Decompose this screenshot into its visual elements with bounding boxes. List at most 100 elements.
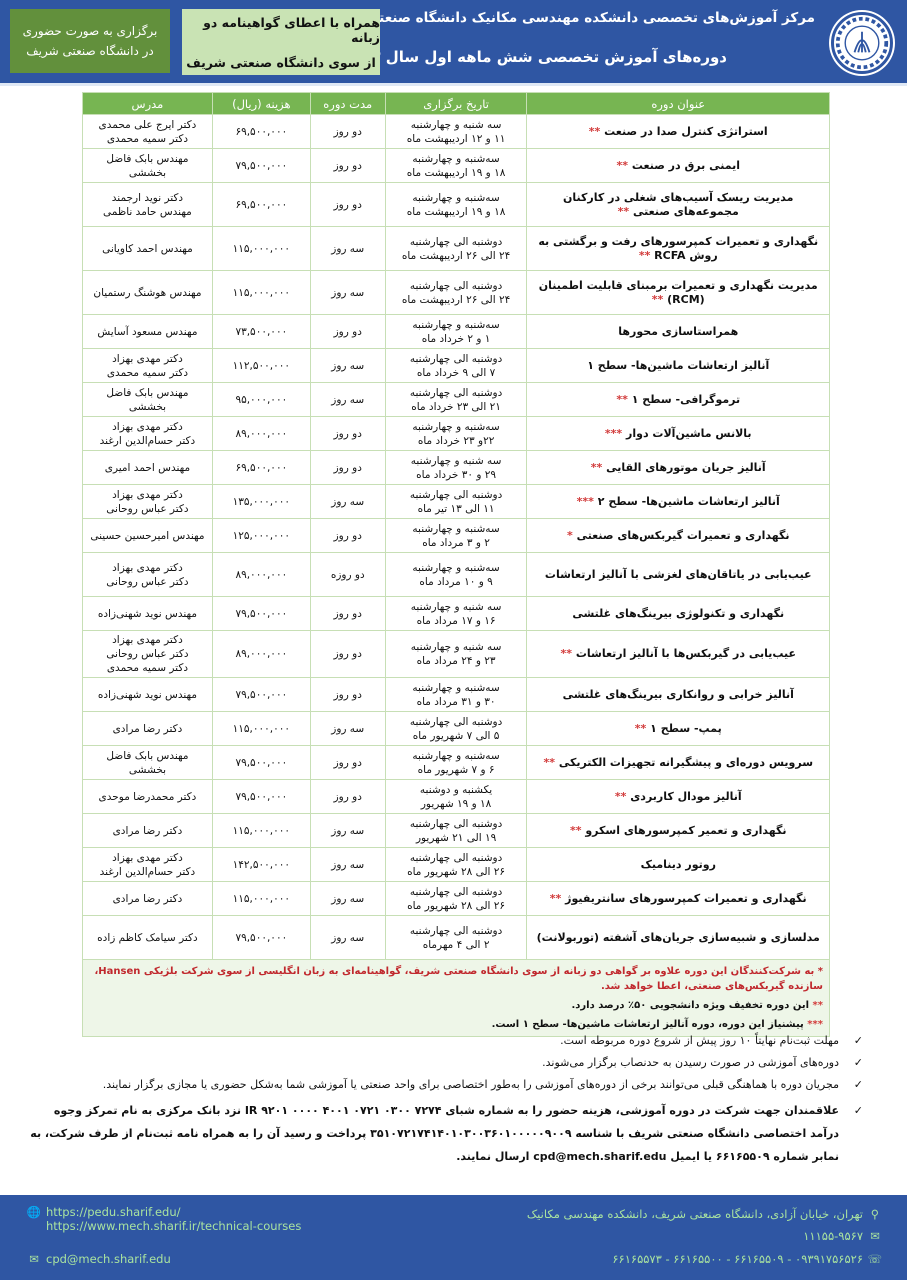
fee-cell: ۱۱۲,۵۰۰,۰۰۰	[211, 348, 311, 383]
duration: سه روز	[331, 359, 365, 372]
date-cell: سه‌شنبه و چهارشنبه ۱ و ۲ خرداد ماه	[384, 314, 528, 349]
fee-cell: ۱۱۵,۰۰۰,۰۰۰	[211, 226, 311, 271]
website-link[interactable]: https://www.mech.sharif.ir/technical-cou…	[46, 1219, 302, 1233]
date-cell: سه‌شنبه و چهارشنبه ۱۸ و ۱۹ اردیبهشت ماه	[384, 148, 528, 183]
course-title: همراستاسازی محورها	[618, 324, 739, 338]
note-marker: **	[812, 1000, 823, 1011]
table-row: عیب‌یابی در گیربکس‌ها با آنالیز ارتعاشات…	[82, 630, 830, 678]
fee: ۱۱۵,۰۰۰,۰۰۰	[232, 286, 291, 299]
date-line: یکشنبه و دوشنبه	[419, 783, 493, 796]
date-line: ۱۹ الی ۲۱ شهریور	[415, 831, 497, 844]
column-header: عنوان دوره	[526, 92, 830, 115]
date-cell: سه‌شنبه و چهارشنبه ۳۰ و ۳۱ مرداد ماه	[384, 677, 528, 712]
date-line: ۱۶ و ۱۷ مرداد ماه	[416, 614, 496, 627]
instructor-name: بخششی	[128, 763, 167, 776]
duration-cell: دو روز	[309, 314, 386, 349]
page-title: دوره‌های آموزش تخصصی شش ماهه اول سال ۱۴۰…	[344, 48, 727, 66]
course-title: مدلسازی و شبیه‌سازی جریان‌های آشفته (تور…	[536, 930, 820, 944]
table-row: ایمنی برق در صنعت ** سه‌شنبه و چهارشنبه ۱۸…	[82, 148, 830, 183]
duration: سه روز	[331, 286, 365, 299]
note-text: به شرکت‌کنندگان این دوره علاوه بر گواهی …	[94, 966, 823, 992]
course-title-cell: استراتژی کنترل صدا در صنعت **	[526, 114, 830, 149]
date-line: ۲۳ و ۲۴ مرداد ماه	[416, 655, 496, 667]
instructor-name: دکتر عباس روحانی	[106, 648, 189, 660]
course-title-cell: بالانس ماشین‌آلات دوار ***	[526, 416, 830, 451]
instructor-name: دکتر مهدی بهزاد	[112, 488, 183, 501]
fee-cell: ۸۹,۰۰۰,۰۰۰	[211, 416, 311, 451]
duration: دو روز	[333, 607, 362, 620]
date-cell: دوشنبه الی چهارشنبه ۲۱ الی ۲۳ خرداد ماه	[384, 382, 528, 417]
date-line: ۲۶ الی ۲۸ شهریور ماه	[407, 899, 506, 912]
duration-cell: سه روز	[309, 915, 386, 960]
email: ✉ cpd@mech.sharif.edu	[22, 1252, 171, 1266]
note-marker: **	[638, 248, 651, 262]
fee-cell: ۱۴۲,۵۰۰,۰۰۰	[211, 847, 311, 882]
phone-icon: ☏	[867, 1252, 883, 1266]
note-marker: **	[616, 392, 628, 406]
fee: ۶۹,۵۰۰,۰۰۰	[235, 461, 288, 474]
course-title-cell: نگهداری و تکنولوژی بیرینگ‌های غلتشی	[526, 596, 830, 631]
note-marker: **	[651, 292, 664, 306]
website-link[interactable]: https://pedu.sharif.edu/	[46, 1205, 181, 1219]
postal-text: ۱۱۱۵۵-۹۵۶۷	[803, 1229, 863, 1243]
column-header: مدرس	[82, 92, 213, 115]
instructor-cell: دکتر مهدی بهزاد دکتر حسام‌الدین ارغند	[82, 416, 213, 451]
duration-cell: سه روز	[309, 881, 386, 916]
instructor-name: مهندس امیرحسین حسینی	[90, 529, 205, 542]
course-title-cell: عیب‌یابی در گیربکس‌ها با آنالیز ارتعاشات…	[526, 630, 830, 678]
duration: سه روز	[331, 393, 365, 406]
date-cell: دوشنبه الی چهارشنبه ۱۱ الی ۱۳ تیر ماه	[384, 484, 528, 519]
fee-cell: ۷۹,۵۰۰,۰۰۰	[211, 148, 311, 183]
duration-cell: دو روز	[309, 779, 386, 814]
instructor-name: مهندس هوشنگ رستمیان	[93, 286, 202, 299]
page-footer: ⚲ تهران، خیابان آزادی، دانشگاه صنعتی شریف…	[0, 1195, 907, 1280]
course-title: نگهداری و تعمیرات گیربکس‌های صنعتی	[576, 528, 790, 542]
duration-cell: دو روز	[309, 630, 386, 678]
date-cell: دوشنبه الی چهارشنبه ۲۴ الی ۲۶ اردیبهشت ما…	[384, 270, 528, 315]
instructor-name: دکتر سیامک کاظم زاده	[97, 931, 198, 944]
date-cell: سه‌شنبه و چهارشنبه ۲ و ۳ مرداد ماه	[384, 518, 528, 553]
note-marker: **	[634, 721, 647, 735]
date-cell: دوشنبه الی چهارشنبه ۲۶ الی ۲۸ شهریور ماه	[384, 881, 528, 916]
instructor-cell: دکتر رضا مرادی	[82, 881, 213, 916]
note-marker: **	[543, 755, 555, 769]
table-header-row: عنوان دوره تاریخ برگزاری مدت دوره هزینه (ری…	[82, 92, 830, 115]
course-title-cell: نگهداری و تعمیرات کمپرسورهای سانتریفیوژ …	[526, 881, 830, 916]
course-title-cell: آنالیز مودال کاربردی **	[526, 779, 830, 814]
mailbox-icon: ✉	[870, 1229, 880, 1243]
email-link[interactable]: cpd@mech.sharif.edu	[46, 1252, 171, 1266]
fee: ۷۹,۵۰۰,۰۰۰	[235, 790, 288, 803]
table-row: مدیریت ریسک آسیب‌های شغلی در کارکنان مجم…	[82, 182, 830, 227]
instructor-cell: مهندس امیرحسین حسینی	[82, 518, 213, 553]
fee-cell: ۱۱۵,۰۰۰,۰۰۰	[211, 881, 311, 916]
instructor-name: مهندس احمد امیری	[104, 461, 191, 474]
fee: ۱۱۲,۵۰۰,۰۰۰	[232, 359, 291, 372]
duration-cell: دو روز	[309, 148, 386, 183]
date-line: ۷ الی ۹ خرداد ماه	[416, 366, 496, 379]
date-line: دوشنبه الی چهارشنبه	[409, 851, 503, 864]
course-title: ترموگرافی- سطح ۱	[631, 392, 741, 406]
duration-cell: سه روز	[309, 226, 386, 271]
note-marker: **	[616, 158, 628, 172]
duration-cell: دو روز	[309, 745, 386, 780]
date-line: دوشنبه الی چهارشنبه	[409, 885, 503, 898]
courses-table-wrapper: عنوان دوره تاریخ برگزاری مدت دوره هزینه (ری…	[82, 92, 830, 1037]
table-row: نگهداری و تعمیرات کمپرسورهای سانتریفیوژ …	[82, 881, 830, 916]
instructor-cell: دکتر سیامک کاظم زاده	[82, 915, 213, 960]
phones-text: ۰۹۳۹۱۷۵۶۵۲۶ - ۶۶۱۶۵۵۰۹ - ۶۶۱۶۵۵۰۰ - ۶۶۱۶…	[612, 1252, 863, 1266]
duration-cell: سه روز	[309, 270, 386, 315]
instructor-cell: دکتر رضا مرادی	[82, 813, 213, 848]
instructor-name: دکتر نوید ارجمند	[111, 191, 184, 204]
fee-cell: ۱۱۵,۰۰۰,۰۰۰	[211, 711, 311, 746]
address-text: تهران، خیابان آزادی، دانشگاه صنعتی شریف،…	[526, 1207, 863, 1221]
course-title: آنالیز ارتعاشات ماشین‌ها- سطح ۲	[597, 494, 780, 508]
info-item: ✓ دوره‌های آموزشی در صورت رسیدن به حدنصاب…	[27, 1055, 863, 1070]
duration-cell: سه روز	[309, 847, 386, 882]
instructor-cell: مهندس احمد امیری	[82, 450, 213, 485]
course-title-cell: سرویس دوره‌ای و پیشگیرانه تجهیزات الکتری…	[526, 745, 830, 780]
fee-cell: ۷۳,۵۰۰,۰۰۰	[211, 314, 311, 349]
date-line: ۱۸ و ۱۹ اردیبهشت ماه	[406, 205, 506, 218]
date-line: ۶ و ۷ شهریور ماه	[417, 763, 495, 776]
note-marker: **	[549, 891, 562, 905]
course-title-cell: آنالیز خرابی و روانکاری بیرینگ‌های غلتشی	[526, 677, 830, 712]
